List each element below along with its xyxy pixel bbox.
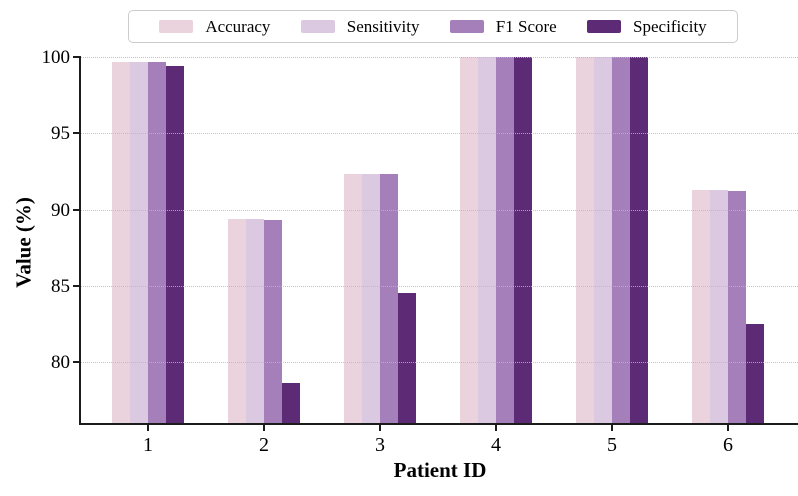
bar-specificity-patient-6 <box>746 323 764 423</box>
bar-f1-score-patient-1 <box>148 61 166 423</box>
legend-entry-accuracy: Accuracy <box>159 18 270 35</box>
bar-sensitivity-patient-2 <box>246 218 264 423</box>
y-tick-mark-90 <box>73 208 79 211</box>
legend-label: Accuracy <box>205 17 271 36</box>
bar-f1-score-patient-2 <box>264 220 282 423</box>
bar-accuracy-patient-4 <box>460 57 478 423</box>
x-tick-label-3: 3 <box>375 434 385 456</box>
legend-label: Specificity <box>633 17 707 36</box>
gridline-95 <box>81 133 798 135</box>
bar-f1-score-patient-5 <box>612 57 630 423</box>
y-axis-title: Value (%) <box>11 197 36 288</box>
x-tick-label-2: 2 <box>259 434 269 456</box>
bar-specificity-patient-4 <box>514 57 532 423</box>
y-tick-label-95: 95 <box>51 123 70 145</box>
legend-entry-sensitivity: Sensitivity <box>300 17 420 36</box>
x-tick-label-6: 6 <box>723 434 733 456</box>
y-tick-label-90: 90 <box>51 199 70 221</box>
bar-accuracy-patient-2 <box>228 218 246 423</box>
x-tick-mark-4 <box>495 425 497 431</box>
bar-f1-score-patient-6 <box>728 191 746 423</box>
x-axis-line <box>79 423 798 425</box>
bar-sensitivity-patient-3 <box>362 174 380 423</box>
y-tick-mark-85 <box>73 284 79 287</box>
legend-swatch-icon <box>449 20 484 33</box>
x-tick-mark-1 <box>147 425 149 431</box>
bar-accuracy-patient-6 <box>692 189 710 423</box>
bar-f1-score-patient-4 <box>496 57 514 423</box>
y-tick-mark-100 <box>73 56 79 58</box>
x-axis-title: Patient ID <box>393 458 487 482</box>
gridline-85 <box>81 285 798 287</box>
gridline-90 <box>81 209 798 211</box>
legend-swatch-icon <box>159 20 194 33</box>
x-tick-mark-5 <box>611 425 613 431</box>
bar-accuracy-patient-3 <box>344 174 362 423</box>
bar-sensitivity-patient-6 <box>710 189 728 423</box>
legend: Accuracy Sensitivity F1 Score Specificity <box>128 10 738 43</box>
legend-swatch-icon <box>300 20 335 33</box>
bar-specificity-patient-3 <box>398 293 416 423</box>
plot-area <box>81 57 798 423</box>
bar-specificity-patient-2 <box>282 383 300 423</box>
y-tick-mark-80 <box>73 361 79 363</box>
bar-sensitivity-patient-1 <box>130 61 148 423</box>
y-axis-line <box>79 56 81 425</box>
legend-entry-specificity: Specificity <box>587 18 707 35</box>
bar-accuracy-patient-5 <box>576 57 594 423</box>
bar-specificity-patient-5 <box>630 57 648 423</box>
bar-f1-score-patient-3 <box>380 174 398 423</box>
x-tick-mark-6 <box>727 425 729 431</box>
x-tick-mark-3 <box>379 425 381 431</box>
x-tick-label-1: 1 <box>143 434 153 456</box>
y-tick-label-85: 85 <box>51 275 70 297</box>
legend-label: F1 Score <box>495 17 557 36</box>
gridline-100 <box>81 57 798 58</box>
legend-label: Sensitivity <box>346 17 420 36</box>
bar-accuracy-patient-1 <box>112 61 130 423</box>
y-tick-mark-95 <box>73 132 79 135</box>
x-tick-mark-2 <box>263 425 265 431</box>
bar-sensitivity-patient-4 <box>478 57 496 423</box>
y-tick-label-80: 80 <box>51 352 70 373</box>
x-tick-label-5: 5 <box>607 434 617 456</box>
legend-swatch-icon <box>587 20 622 33</box>
bar-sensitivity-patient-5 <box>594 57 612 423</box>
gridline-80 <box>81 362 798 363</box>
legend-entry-f1-score: F1 Score <box>449 17 557 36</box>
x-tick-label-4: 4 <box>491 434 501 456</box>
y-tick-label-100: 100 <box>41 47 71 68</box>
bar-specificity-patient-1 <box>166 66 184 423</box>
